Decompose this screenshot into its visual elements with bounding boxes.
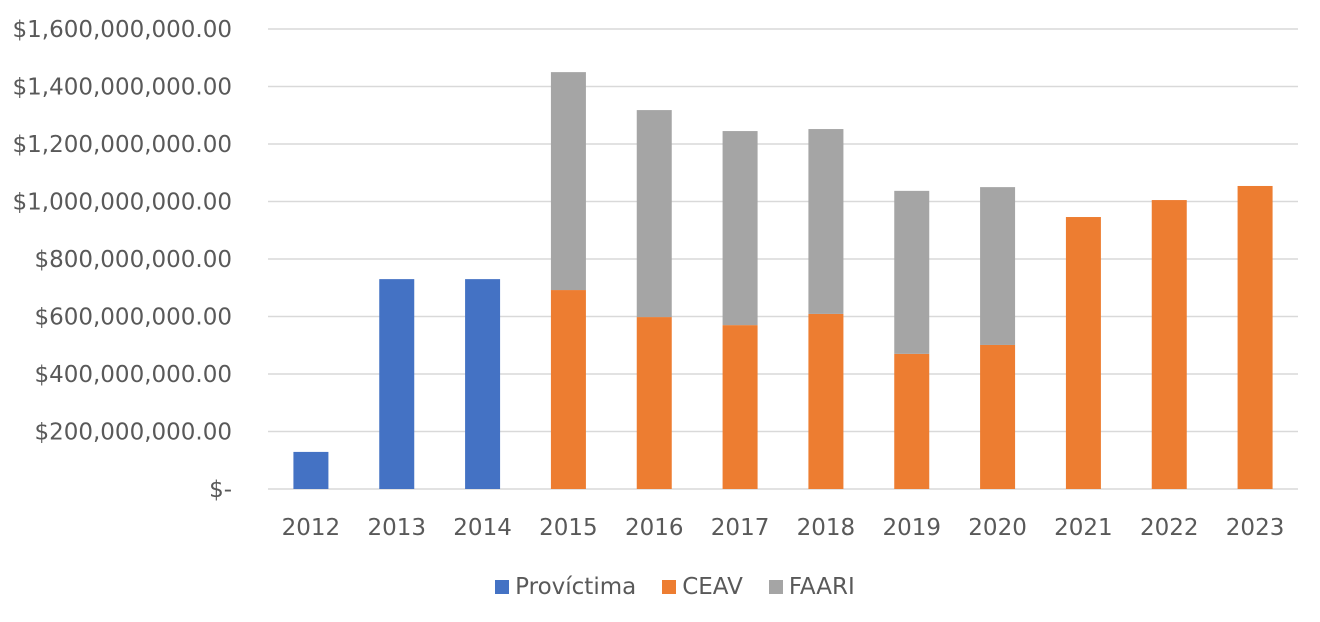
bar-ceav-2019 bbox=[894, 353, 930, 489]
x-tick-label: 2015 bbox=[539, 515, 598, 541]
legend-swatch bbox=[495, 580, 510, 594]
bar-provctima-2013 bbox=[379, 279, 415, 489]
y-axis-ticks: $- $200,000,000.00 $400,000,000.00 $600,000… bbox=[13, 17, 232, 503]
bar-ceav-2018 bbox=[808, 313, 844, 489]
x-tick-label: 2018 bbox=[797, 515, 856, 541]
bar-faari-2016 bbox=[636, 110, 672, 318]
legend-label: FAARI bbox=[788, 574, 855, 600]
legend-item: FAARI bbox=[768, 574, 855, 600]
y-tick-label: $800,000,000.00 bbox=[34, 247, 232, 273]
legend-item: Províctima bbox=[495, 574, 636, 600]
y-tick-label: $1,400,000,000.00 bbox=[13, 75, 232, 101]
legend-swatch bbox=[662, 580, 677, 594]
gridlines bbox=[268, 28, 1298, 490]
x-tick-label: 2020 bbox=[968, 515, 1027, 541]
x-tick-label: 2019 bbox=[882, 515, 941, 541]
x-axis-ticks: 2012 2013 2014 2015 2016 2017 2018 2019 2020 2021… bbox=[282, 515, 1285, 541]
x-tick-label: 2016 bbox=[625, 515, 684, 541]
bar-faari-2017 bbox=[722, 131, 758, 326]
bar-ceav-2015 bbox=[550, 290, 586, 489]
bar-faari-2019 bbox=[894, 190, 930, 354]
x-tick-label: 2013 bbox=[367, 515, 426, 541]
y-tick-label: $600,000,000.00 bbox=[34, 305, 232, 331]
bar-faari-2020 bbox=[980, 187, 1016, 345]
y-tick-label: $- bbox=[209, 477, 232, 503]
y-tick-label: $200,000,000.00 bbox=[34, 420, 232, 446]
x-tick-label: 2023 bbox=[1226, 515, 1285, 541]
legend-swatch bbox=[768, 580, 783, 594]
bar-provctima-2012 bbox=[293, 451, 329, 489]
bar-ceav-2023 bbox=[1237, 185, 1273, 489]
legend-item: CEAV bbox=[662, 574, 743, 600]
x-tick-label: 2012 bbox=[282, 515, 341, 541]
x-tick-label: 2022 bbox=[1140, 515, 1199, 541]
x-tick-label: 2021 bbox=[1054, 515, 1113, 541]
bar-ceav-2020 bbox=[980, 344, 1016, 489]
bar-provctima-2014 bbox=[465, 279, 501, 489]
y-tick-label: $1,000,000,000.00 bbox=[13, 190, 232, 216]
bars bbox=[293, 72, 1273, 489]
legend: Províctima CEAV FAARI bbox=[0, 574, 1320, 600]
x-tick-label: 2017 bbox=[711, 515, 770, 541]
y-tick-label: $400,000,000.00 bbox=[34, 362, 232, 388]
bar-ceav-2016 bbox=[636, 317, 672, 489]
y-tick-label: $1,200,000,000.00 bbox=[13, 132, 232, 158]
bar-ceav-2022 bbox=[1151, 200, 1187, 489]
bar-ceav-2017 bbox=[722, 325, 758, 489]
legend-label: Províctima bbox=[515, 574, 637, 600]
y-tick-label: $1,600,000,000.00 bbox=[13, 17, 232, 43]
bar-faari-2015 bbox=[550, 72, 586, 291]
legend-label: CEAV bbox=[682, 574, 743, 600]
bar-ceav-2021 bbox=[1065, 217, 1101, 489]
stacked-bar-chart: $- $200,000,000.00 $400,000,000.00 $600,000… bbox=[13, 17, 1298, 541]
x-tick-label: 2014 bbox=[453, 515, 512, 541]
bar-faari-2018 bbox=[808, 129, 844, 314]
